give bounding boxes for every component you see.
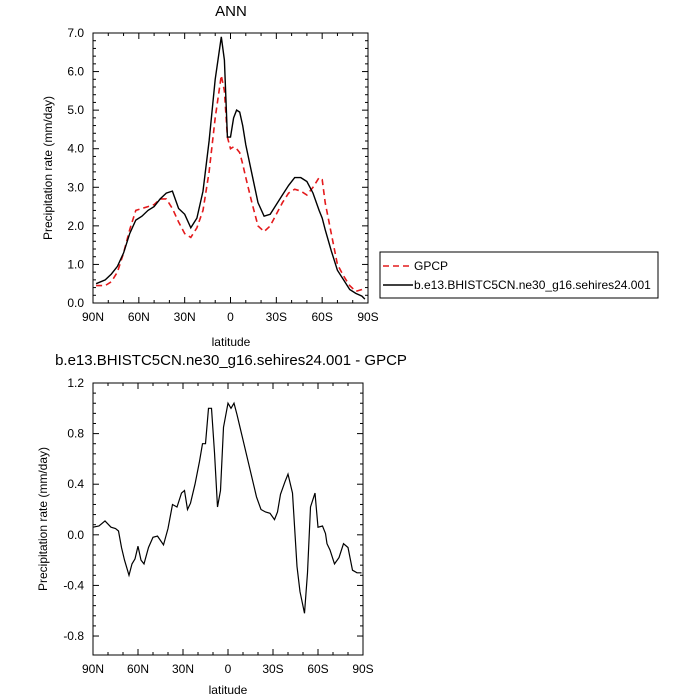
x-tick-label: 30S bbox=[262, 662, 283, 676]
top-chart-title: ANN bbox=[215, 3, 247, 20]
y-tick-label: 0.4 bbox=[67, 477, 84, 491]
y-tick-label: 3.0 bbox=[67, 180, 84, 194]
x-tick-label: 60N bbox=[128, 310, 150, 324]
bottom-x-axis-label: latitude bbox=[209, 683, 248, 697]
top-y-axis-label: Precipitation rate (mm/day) bbox=[41, 96, 55, 240]
x-tick-label: 90N bbox=[82, 662, 104, 676]
legend-box bbox=[379, 251, 659, 299]
bottom-y-ticks: -0.8 -0.4 0.0 0.4 0.8 1.2 bbox=[63, 376, 363, 643]
y-tick-label: 1.0 bbox=[67, 257, 84, 271]
x-tick-label: 30S bbox=[266, 310, 287, 324]
y-tick-label: 6.0 bbox=[67, 65, 84, 79]
x-tick-label: 30N bbox=[172, 662, 194, 676]
y-tick-label: 5.0 bbox=[67, 103, 84, 117]
x-tick-label: 60S bbox=[311, 310, 332, 324]
difference-line bbox=[93, 401, 362, 614]
x-tick-label: 0 bbox=[225, 662, 232, 676]
y-tick-label: 2.0 bbox=[67, 219, 84, 233]
x-tick-label: 30N bbox=[174, 310, 196, 324]
legend: GPCP b.e13.BHISTC5CN.ne30_g16.sehires24.… bbox=[379, 251, 659, 299]
bottom-x-ticks: 90N 60N 30N 0 30S 60S 90S bbox=[82, 383, 374, 676]
bottom-y-axis-label: Precipitation rate (mm/day) bbox=[36, 447, 50, 591]
y-tick-label: 1.2 bbox=[67, 376, 84, 390]
bottom-panel: b.e13.BHISTC5CN.ne30_g16.sehires24.001 -… bbox=[36, 352, 407, 697]
top-y-ticks: 0.0 1.0 2.0 3.0 4.0 5.0 6.0 7.0 bbox=[67, 26, 368, 310]
top-x-ticks: 90N 60N 30N 0 30S 60S 90S bbox=[82, 33, 379, 324]
x-tick-label: 90S bbox=[357, 310, 378, 324]
y-tick-label: -0.4 bbox=[63, 578, 84, 592]
x-tick-label: 0 bbox=[227, 310, 234, 324]
y-tick-label: 0.0 bbox=[67, 528, 84, 542]
legend-gpcp-label: GPCP bbox=[414, 259, 448, 273]
y-tick-label: -0.8 bbox=[63, 629, 84, 643]
y-tick-label: 4.0 bbox=[67, 142, 84, 156]
bottom-series bbox=[93, 401, 362, 614]
x-tick-label: 60S bbox=[307, 662, 328, 676]
top-panel: ANN 0.0 1.0 2.0 3.0 4.0 5.0 6.0 7.0 90N 60N 30N 0 3… bbox=[41, 3, 379, 349]
top-x-axis-label: latitude bbox=[212, 335, 251, 349]
x-tick-label: 60N bbox=[127, 662, 149, 676]
y-tick-label: 0.8 bbox=[67, 427, 84, 441]
top-series bbox=[95, 36, 366, 300]
bottom-chart-title: b.e13.BHISTC5CN.ne30_g16.sehires24.001 -… bbox=[55, 352, 407, 369]
x-tick-label: 90S bbox=[352, 662, 373, 676]
gpcp-line bbox=[96, 75, 366, 293]
y-tick-label: 0.0 bbox=[67, 296, 84, 310]
x-tick-label: 90N bbox=[82, 310, 104, 324]
bottom-plot-frame bbox=[92, 382, 364, 656]
legend-model-label: b.e13.BHISTC5CN.ne30_g16.sehires24.001 bbox=[414, 278, 651, 292]
model-line bbox=[95, 36, 366, 300]
top-plot-frame bbox=[92, 32, 369, 304]
y-tick-label: 7.0 bbox=[67, 26, 84, 40]
